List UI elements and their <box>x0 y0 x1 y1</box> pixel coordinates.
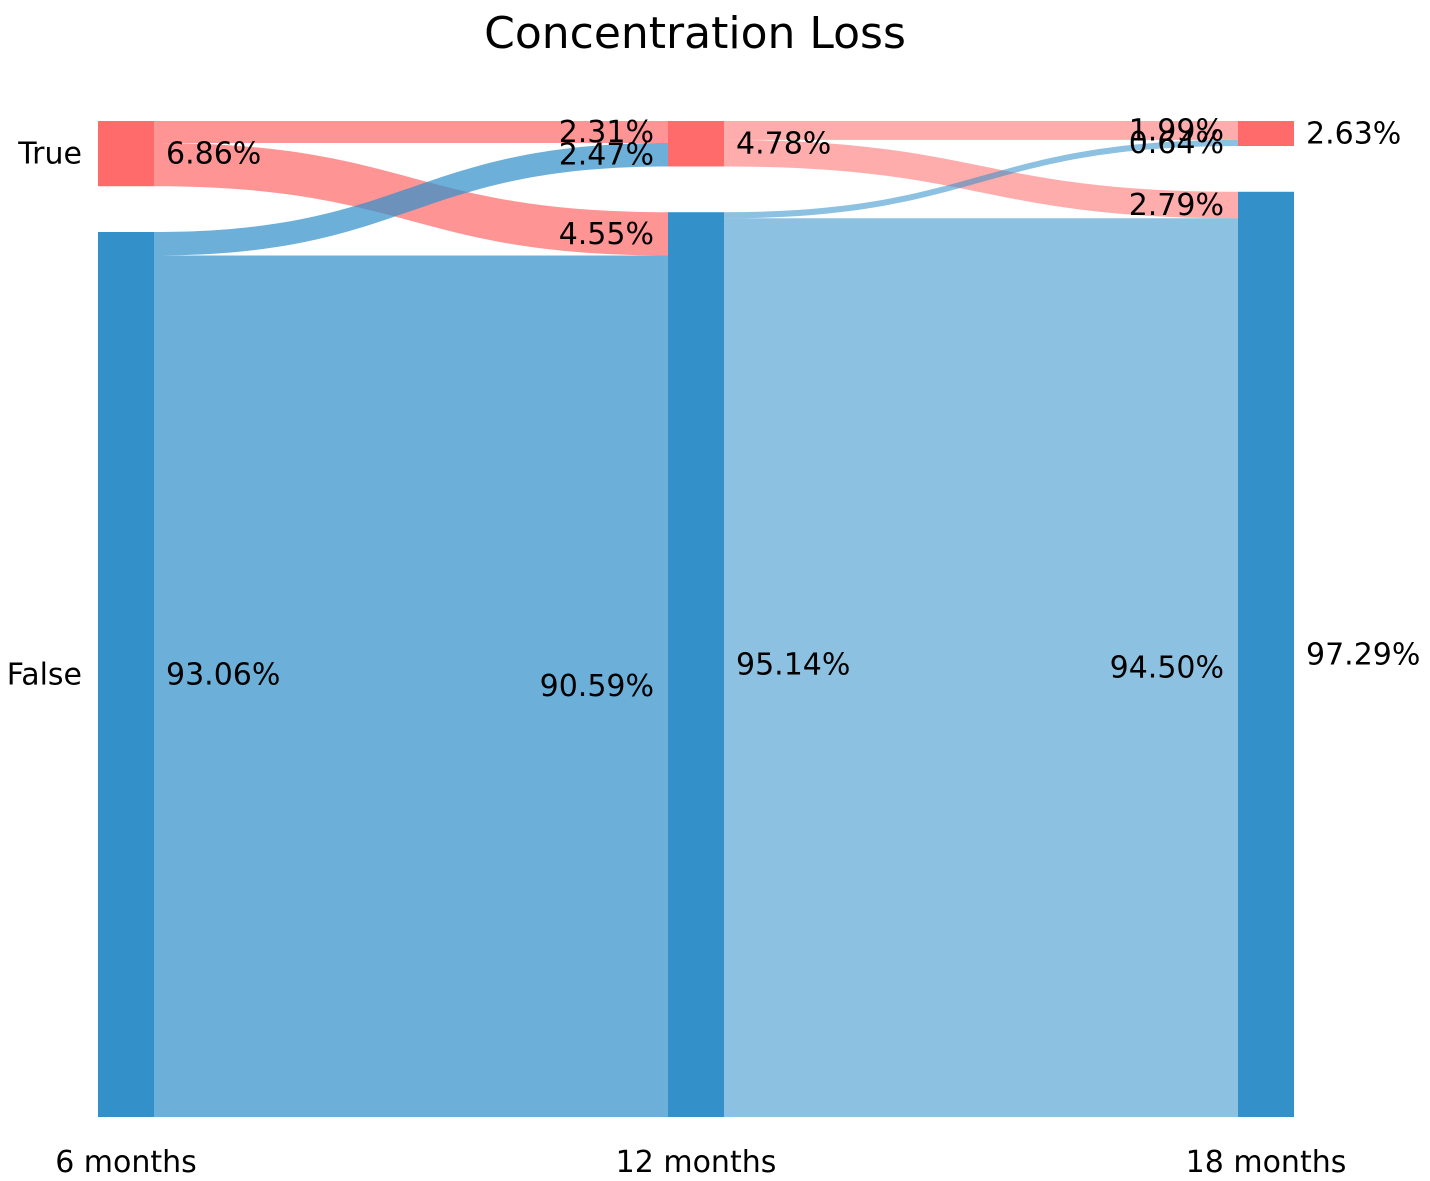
flow-label-18-months-true-false: 2.79% <box>1129 188 1224 223</box>
node-label-6-months-false: 93.06% <box>166 657 280 692</box>
stage-label-6-months: 6 months <box>55 1145 197 1180</box>
node-12-months-true <box>668 121 724 167</box>
node-label-18-months-false: 97.29% <box>1306 637 1420 672</box>
node-label-18-months-true: 2.63% <box>1306 117 1401 152</box>
node-layer <box>98 121 1294 1118</box>
stage-label-12-months: 12 months <box>616 1145 777 1180</box>
chart-title: Concentration Loss <box>484 8 906 59</box>
node-12-months-false <box>668 212 724 1117</box>
flow-layer <box>154 121 1238 1117</box>
row-label-true: True <box>17 137 82 172</box>
node-6-months-true <box>98 121 154 187</box>
flow-label-12-months-false-false: 90.59% <box>540 669 654 704</box>
node-18-months-true <box>1238 121 1294 147</box>
flow-label-18-months-false-true: 0.64% <box>1129 126 1224 161</box>
flow-label-18-months-false-false: 94.50% <box>1110 651 1224 686</box>
flow-12-months-false-to-true <box>724 139 1238 219</box>
node-6-months-false <box>98 231 154 1118</box>
flow-12-months-true-to-true <box>724 121 1238 140</box>
flow-label-12-months-false-true: 2.47% <box>559 138 654 173</box>
stage-label-18-months: 18 months <box>1186 1145 1347 1180</box>
label-layer: True False 6.86% 93.06% 4.78% 95.14% 2.63% 97.2… <box>7 113 1421 1180</box>
flow-label-18-months-true-true: 1.99% <box>1129 113 1224 148</box>
flow-12-months-false-to-false <box>724 218 1238 1117</box>
row-label-false: False <box>7 657 82 692</box>
node-label-12-months-true: 4.78% <box>736 127 831 162</box>
flow-label-12-months-true-true: 2.31% <box>559 115 654 150</box>
flow-6-months-true-to-true <box>154 121 668 143</box>
flow-6-months-false-to-false <box>154 255 668 1117</box>
node-label-12-months-false: 95.14% <box>736 648 850 683</box>
node-18-months-false <box>1238 191 1294 1117</box>
flow-label-12-months-true-false: 4.55% <box>559 217 654 252</box>
flow-6-months-false-to-true <box>154 142 668 256</box>
node-label-6-months-true: 6.86% <box>166 137 261 172</box>
